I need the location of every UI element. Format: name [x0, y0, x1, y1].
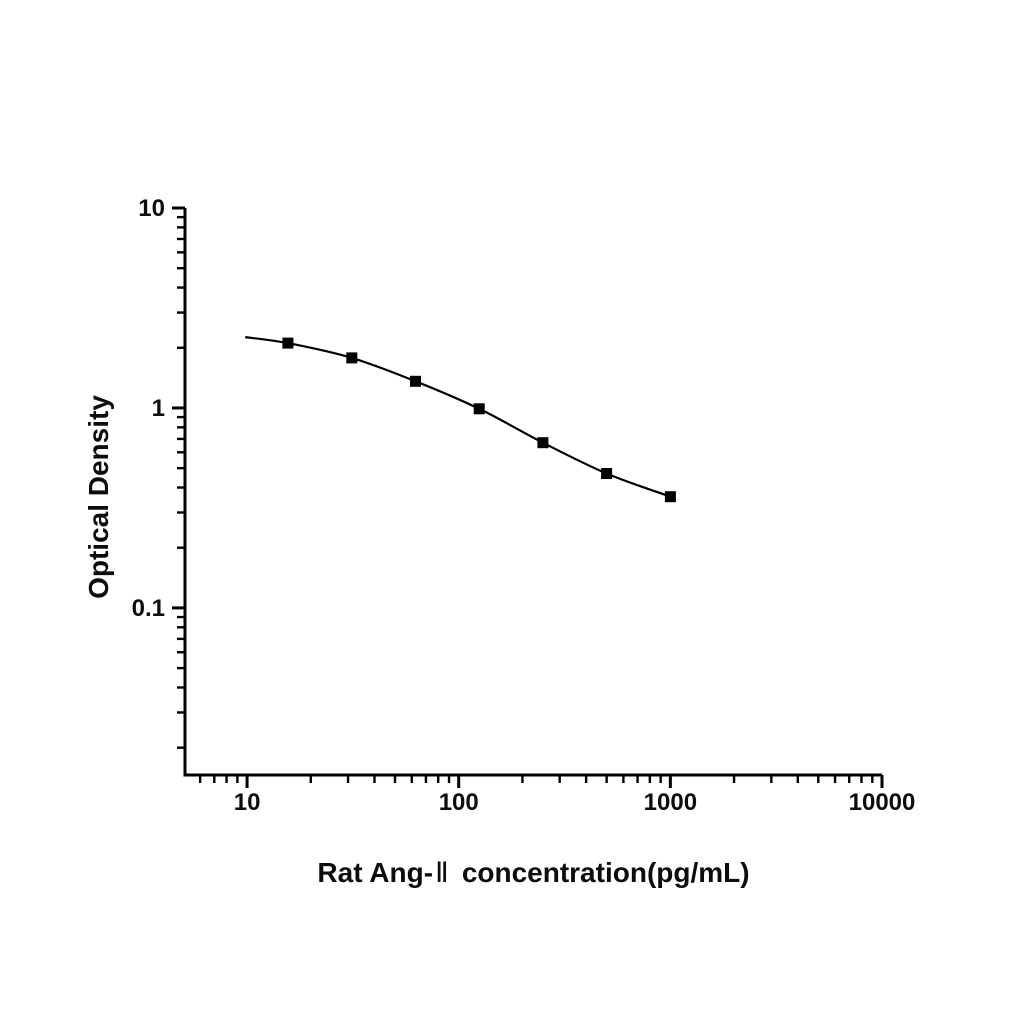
x-axis-title-prefix: Rat Ang- — [317, 857, 434, 888]
x-axis-title: Rat Ang-Ⅱ concentration(pg/mL) — [185, 856, 882, 890]
y-axis-title: Optical Density — [83, 395, 114, 599]
y-tick-label: 1 — [152, 395, 165, 422]
y-tick-label: 0.1 — [132, 595, 165, 622]
data-point-marker — [664, 491, 676, 503]
x-tick-label: 10 — [234, 789, 261, 816]
data-point-marker — [537, 437, 549, 449]
axis-frame — [183, 208, 882, 777]
data-point-marker — [346, 352, 358, 364]
data-point-marker — [601, 468, 613, 479]
data-point-marker — [473, 403, 485, 415]
x-tick-label: 10000 — [849, 789, 916, 816]
x-tick-label: 1000 — [644, 789, 697, 816]
x-axis-title-suffix: concentration(pg/mL) — [461, 857, 750, 888]
y-tick-label: 10 — [138, 195, 165, 222]
data-point-marker — [282, 337, 294, 349]
x-tick-label: 100 — [439, 789, 479, 816]
x-axis-title-roman-numeral: Ⅱ — [435, 858, 449, 889]
data-point-marker — [410, 375, 421, 387]
